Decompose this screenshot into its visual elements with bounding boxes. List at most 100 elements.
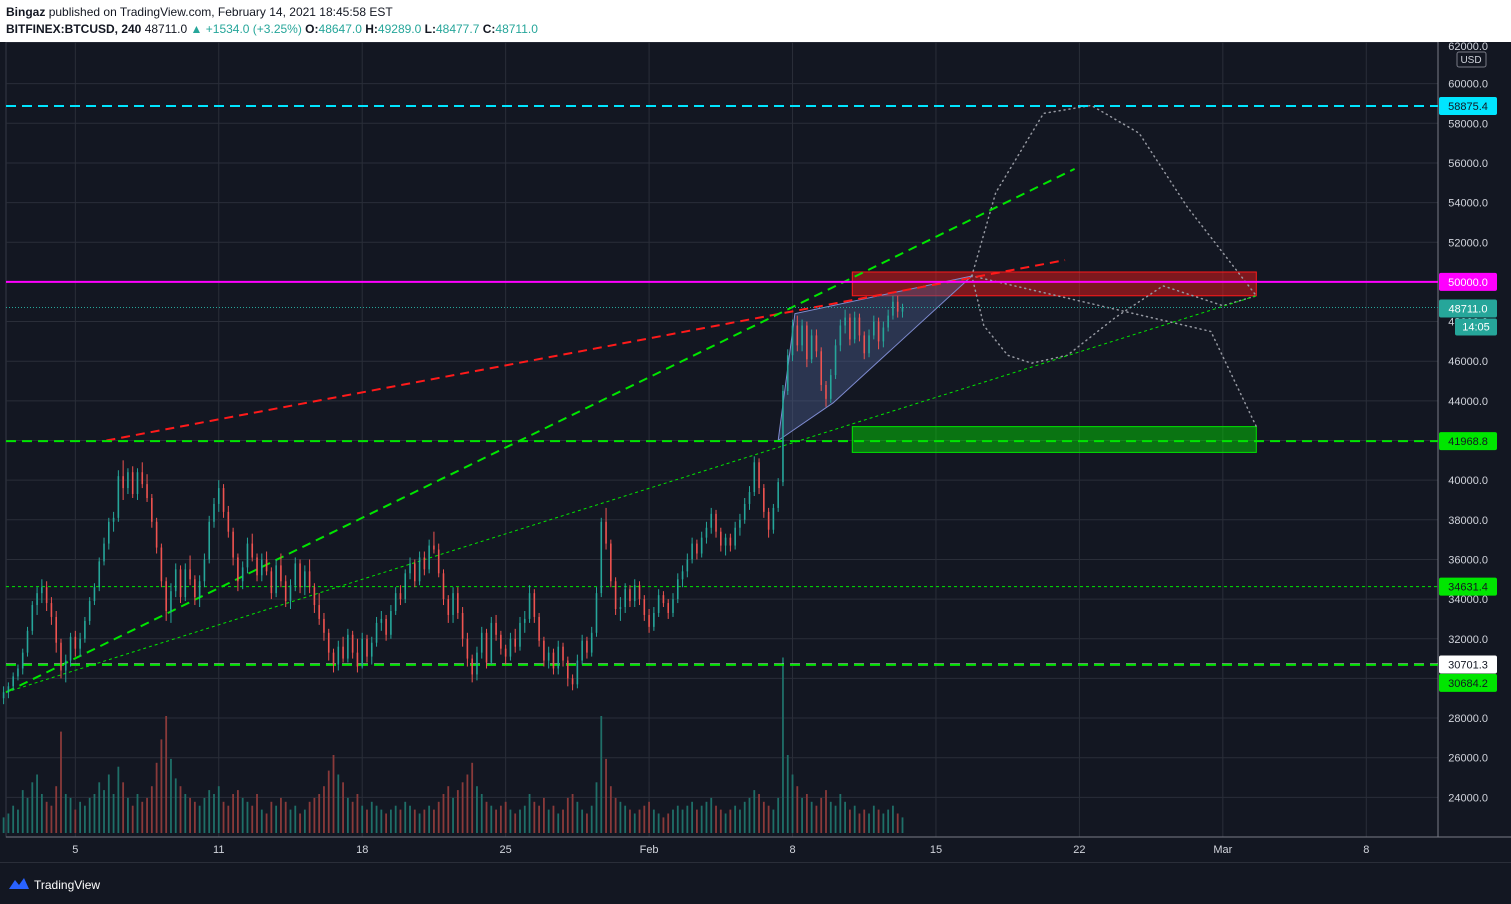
volume-bar [820,797,823,833]
volume-bar [729,809,732,833]
high-label: H: [365,22,378,36]
volume-bar [614,797,617,833]
x-tick-label: 22 [1073,844,1085,856]
candle-body [806,325,808,360]
y-tick-label: 60000.0 [1448,79,1488,91]
volume-bar [385,813,388,833]
candle-body [648,614,650,627]
last-price-label-badge [1439,299,1497,318]
price-chart[interactable]: 24000.026000.028000.030000.032000.034000… [0,42,1511,862]
y-tick-label: 54000.0 [1448,198,1488,210]
volume-bar [676,805,679,833]
candle-body [227,511,230,532]
volume-bar [586,813,588,833]
candle-body [466,638,469,659]
brand-label[interactable]: TradingView [34,878,101,892]
volume-bar [79,801,82,833]
candle-body [523,618,526,623]
candle-body [500,634,502,649]
volume-bar [499,805,502,833]
close-value: 48711.0 [495,22,538,36]
volume-bar [232,794,235,833]
volume-bar [303,809,306,833]
volume-bar [313,797,316,833]
candle-body [69,636,72,661]
candle-body [194,579,196,598]
volume-bar [342,782,344,833]
candle-body [55,616,58,643]
volume-bar [289,809,292,833]
volume-bar [332,755,335,833]
volume-bar [437,801,440,833]
level-price-label-badge [1439,432,1497,451]
candle-body [476,652,478,675]
candle-body [198,581,201,598]
candle-body [782,390,784,483]
chart-header: Bingaz published on TradingView.com, Feb… [0,0,1511,42]
candle-body [471,658,473,675]
candle-body [107,521,110,544]
author-name[interactable]: Bingaz [6,5,46,19]
candle-body [571,678,574,685]
symbol-label[interactable]: BITFINEX:BTCUSD, 240 [6,22,142,36]
candle-body [681,571,684,580]
volume-bar [222,801,225,833]
candle-body [700,537,703,554]
volume-bar [69,797,72,833]
price-change: ▲ +1534.0 (+3.25%) [190,22,302,36]
volume-bar [174,778,177,833]
y-tick-label: 38000.0 [1448,515,1488,527]
candle-body [676,579,679,600]
candle-body [447,599,450,615]
volume-bar [686,805,689,833]
volume-bar [256,794,258,833]
candle-body [308,571,311,588]
candle-body [801,325,803,346]
volume-bar [433,809,435,833]
candle-body [256,557,258,576]
volume-bar [117,766,120,833]
candle-body [853,317,856,340]
candle-body [284,581,287,602]
y-tick-label: 26000.0 [1448,753,1488,765]
candle-body [313,587,316,606]
volume-bar [595,782,598,833]
candle-body [385,618,387,635]
candle-body [170,591,172,611]
volume-bar [796,786,799,833]
candle-body [543,640,545,661]
volume-bar [98,782,101,833]
volume-bar [767,805,770,833]
candle-body [538,616,540,641]
x-tick-label: 5 [72,844,78,856]
volume-bar [150,786,153,833]
open-label: O: [305,22,319,36]
candle-body [122,476,124,489]
candle-body [614,581,617,610]
candle-body [98,561,101,588]
tradingview-logo-icon[interactable] [8,876,30,890]
candle-body [79,638,81,649]
candle-body [351,634,354,653]
candle-body [567,660,569,679]
candle-body [399,593,402,600]
candle-body [796,325,799,346]
trendline [106,259,1066,442]
volume-bar [456,790,459,833]
volume-bar [791,774,794,833]
volume-bar [762,801,765,833]
volume-bar [652,809,655,833]
candle-body [791,325,794,356]
candle-body [758,462,760,489]
volume-bar [146,797,148,833]
volume-bar [562,809,564,833]
candle-body [437,549,440,574]
candle-body [767,511,770,530]
candle-body [715,513,717,532]
candle-body [882,327,885,342]
volume-bar [533,801,536,833]
volume-bar [624,805,627,833]
volume-bar [619,801,622,833]
volume-bar [815,805,818,833]
volume-bar [892,805,894,833]
